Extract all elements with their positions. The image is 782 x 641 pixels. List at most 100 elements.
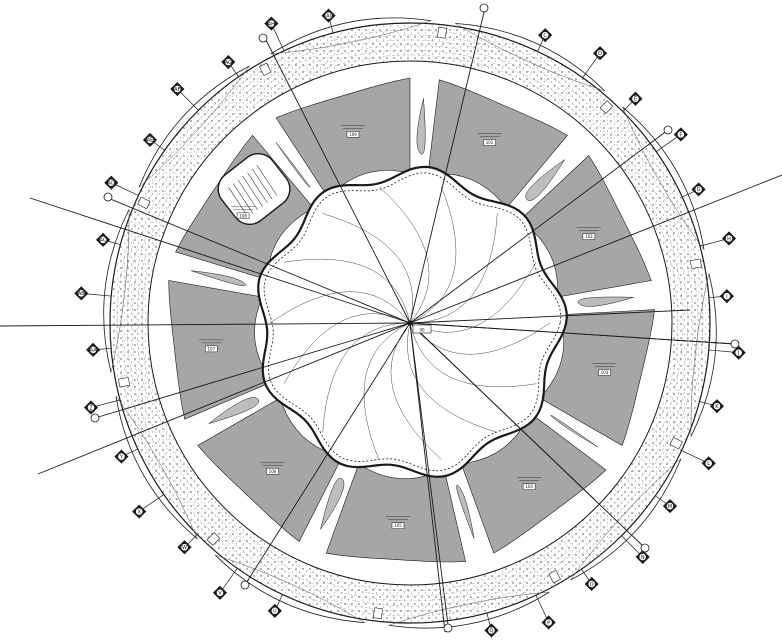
courtyard-sweep xyxy=(363,322,411,460)
bubble-label: G xyxy=(697,187,701,193)
bubble-label: Y xyxy=(119,454,124,460)
gridline xyxy=(29,197,411,324)
grid-end-circle xyxy=(730,339,740,349)
room-tag-number: 101 xyxy=(486,140,494,145)
room-tag-box xyxy=(522,483,536,490)
grid-bubble: Z xyxy=(83,399,121,415)
room-tag-number: 108 xyxy=(239,213,247,218)
structural-bay xyxy=(259,62,272,77)
grid-end-circle xyxy=(240,580,250,590)
bubble-circle xyxy=(588,580,595,588)
structural-bay xyxy=(118,377,130,388)
courtyard-sweep xyxy=(409,322,537,388)
ring-contour xyxy=(116,29,704,617)
bubble-circle xyxy=(271,607,279,615)
zone-connector xyxy=(416,98,426,155)
bubble-circle xyxy=(713,402,721,410)
structural-bay xyxy=(599,100,614,114)
zone-connector xyxy=(550,415,598,448)
gridline xyxy=(37,322,411,475)
grid-bubble: AH xyxy=(264,16,285,51)
bubble-label: C xyxy=(543,33,547,39)
ring-petal-inner xyxy=(270,20,432,55)
ring-petal xyxy=(214,554,365,623)
bubble-label: D xyxy=(598,51,602,57)
center-tag-text: 00 xyxy=(419,328,425,333)
grid-bubble: AA xyxy=(86,342,112,357)
ring-petal xyxy=(115,396,198,540)
gridline xyxy=(409,174,782,324)
bubble-circle xyxy=(135,508,143,515)
courtyard-sweep xyxy=(322,322,411,433)
grid-bubble: AC xyxy=(95,232,121,247)
ring-petal xyxy=(138,65,250,188)
ring-contour xyxy=(136,49,684,597)
room-tag: 106 xyxy=(260,462,285,475)
bubble-label: Z xyxy=(89,405,93,411)
ring-petal-inner xyxy=(570,458,682,581)
bubble-label: I xyxy=(726,294,727,300)
grid-bubble: D xyxy=(582,46,608,78)
room-tag-box xyxy=(582,233,596,240)
grid-bubble: O xyxy=(581,569,599,592)
gridline xyxy=(409,129,669,324)
stair-tread xyxy=(233,183,254,214)
grid-bubbles: C D E F G H I J K L M N O P Q U V W X Y Z AA AB AC AD AE AF AG AH AI xyxy=(74,3,746,638)
grid-bubble: H xyxy=(699,231,737,247)
bubble-circle xyxy=(677,131,685,138)
gridline xyxy=(244,322,411,586)
courtyard-sweep xyxy=(409,213,498,324)
bubble-label: AB xyxy=(78,291,85,297)
bubble-circle xyxy=(99,236,107,244)
gridline xyxy=(409,7,486,324)
structural-bay xyxy=(548,569,561,584)
zone-connector xyxy=(525,159,565,201)
center-tag-box xyxy=(412,324,432,334)
zone-connector xyxy=(320,477,345,530)
structural-bay xyxy=(690,258,702,269)
bubble-circle xyxy=(173,85,181,93)
bubble-circle xyxy=(87,404,95,411)
bubble-circle xyxy=(725,235,733,242)
grid-bubble: X xyxy=(132,494,164,519)
ring-contour xyxy=(126,39,694,607)
grid-bubble: AG xyxy=(221,54,239,77)
grid-bubble: AE xyxy=(142,132,165,151)
grid-bubble: C xyxy=(537,28,553,52)
room-tag-number: 109 xyxy=(349,132,357,137)
courtyard-sweep xyxy=(409,322,551,355)
bubble-circle xyxy=(723,292,731,300)
ring-petal-inner xyxy=(215,554,365,623)
grid-bubble: W xyxy=(177,534,198,555)
bubble-label: AG xyxy=(225,60,232,66)
grid-bubble: AF xyxy=(170,81,199,111)
structural-bay xyxy=(372,607,383,620)
room-tag: 104 xyxy=(517,477,542,490)
ring-petal-inner xyxy=(690,273,710,437)
zone-connector xyxy=(275,142,311,188)
bubble-label: X xyxy=(137,509,141,515)
room-tag-box xyxy=(236,212,250,220)
bubble-circle xyxy=(268,20,275,27)
grid-bubble: U xyxy=(267,594,283,618)
grid-bubble: G xyxy=(682,182,706,198)
room-tag: 109 xyxy=(340,125,365,138)
ring-petal-inner xyxy=(455,23,605,92)
ring-petal xyxy=(270,17,432,55)
bubble-circle xyxy=(181,543,188,551)
bubble-label: N xyxy=(641,555,645,561)
stair-tread xyxy=(242,176,263,207)
grid-end-circle xyxy=(103,192,113,202)
bubble-label: P xyxy=(547,620,550,626)
bubble-circle xyxy=(541,31,549,39)
structural-bay xyxy=(137,196,151,210)
bubble-label: V xyxy=(218,591,222,597)
room-tag-number: 103 xyxy=(601,370,609,375)
ring-petal xyxy=(388,591,550,629)
room-tag-box xyxy=(266,467,279,475)
stair-tread xyxy=(237,179,259,211)
bubble-circle xyxy=(108,179,115,187)
bubble-circle xyxy=(488,627,495,634)
bubble-label: J xyxy=(737,350,739,356)
